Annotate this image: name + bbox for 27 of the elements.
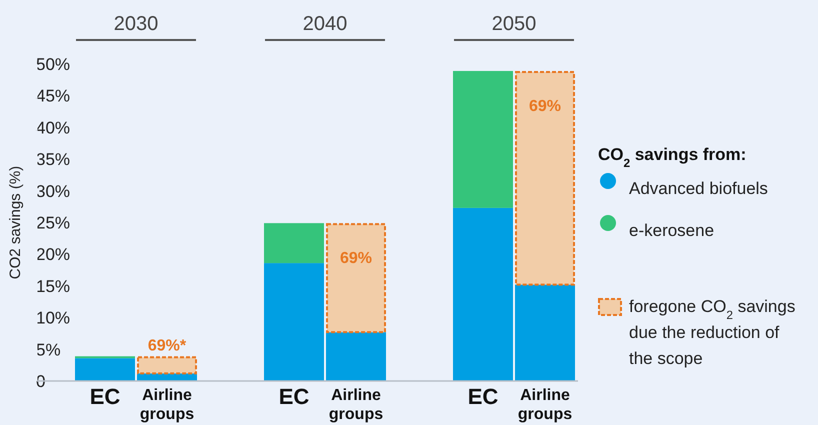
x-tick-label: Airline groups (140, 387, 194, 423)
legend-title: CO$_{2}$ savings from: (598, 145, 746, 170)
annotation: 69% (340, 250, 372, 268)
y-tick-label: 5% (36, 340, 61, 360)
x-tick-label: EC (278, 384, 310, 409)
y-tick-label: 45% (36, 86, 70, 106)
y-tick-label: 30% (36, 182, 70, 201)
annotation: 69% (528, 98, 562, 115)
legend-label: Advanced biofuels (629, 179, 768, 198)
y-tick-label: 40% (36, 118, 70, 138)
text: 2030 (114, 13, 158, 35)
text: 2040 (302, 13, 348, 35)
x-tick-label: EC (468, 384, 498, 409)
y-tick-label: 20% (36, 245, 70, 264)
annotation: 69%* (148, 337, 187, 354)
legend-label: e-kerosene (629, 221, 714, 240)
y-tick-label: 10% (36, 308, 70, 328)
legend-label: foregone CO$_{2}$ savings due the reduction of the scope (629, 297, 796, 368)
y-axis-title: CO2 savings (%) (7, 166, 24, 280)
text: 2050 (492, 13, 536, 35)
y-tick-label: 15% (36, 276, 70, 296)
y-tick-label: 50% (36, 54, 70, 74)
y-tick-label: 25% (36, 213, 70, 232)
x-tick-label: EC (90, 384, 120, 409)
y-tick-label: 35% (36, 150, 70, 170)
x-tick-label: Airline groups (328, 387, 384, 423)
x-tick-label: Airline groups (518, 387, 572, 423)
